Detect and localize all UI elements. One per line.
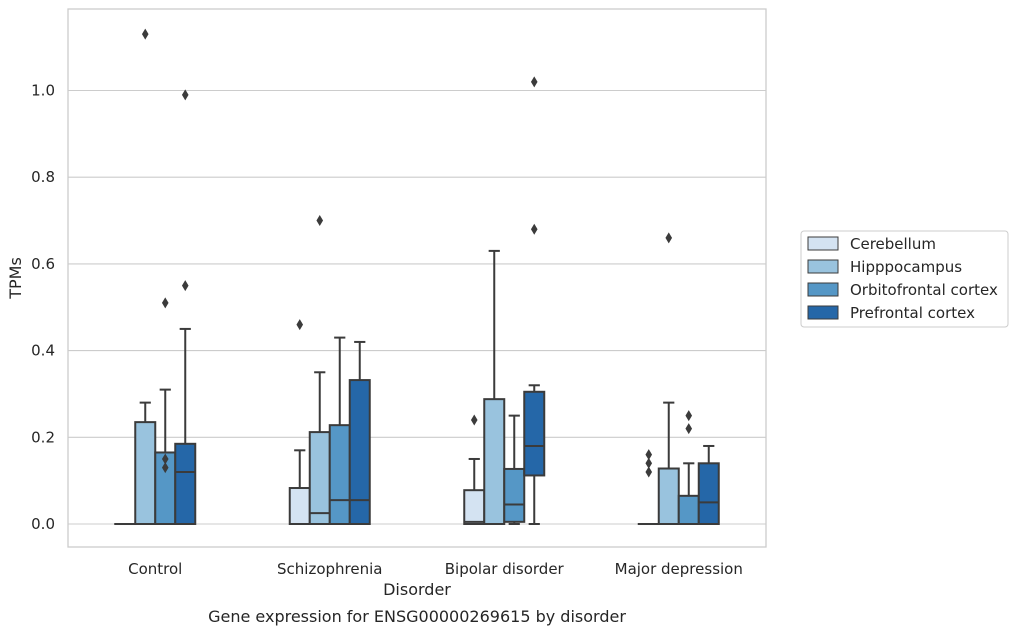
category-group bbox=[288, 215, 371, 525]
y-tick-label: 0.2 bbox=[31, 428, 55, 446]
legend-frame bbox=[800, 230, 1009, 328]
y-axis-label: TPMs bbox=[6, 257, 25, 300]
box bbox=[174, 442, 197, 525]
legend-swatch bbox=[807, 259, 839, 274]
outlier-point bbox=[141, 28, 149, 40]
outlier-point bbox=[181, 280, 189, 292]
box bbox=[328, 424, 351, 525]
box bbox=[348, 379, 371, 525]
category-group bbox=[114, 28, 197, 526]
outlier-point bbox=[645, 449, 653, 461]
outlier-point bbox=[645, 466, 653, 478]
x-tick-labels: Control Schizophrenia Bipolar disorder Majo… bbox=[128, 560, 743, 578]
x-tick-label: Schizophrenia bbox=[277, 560, 382, 578]
category-group bbox=[463, 76, 546, 526]
x-axis-label: Disorder bbox=[383, 580, 451, 599]
outlier-point bbox=[685, 410, 693, 422]
x-tick-label: Bipolar disorder bbox=[445, 560, 565, 578]
y-tick-label: 0.6 bbox=[31, 255, 55, 273]
outlier-point bbox=[685, 423, 693, 435]
x-tick-label: Control bbox=[128, 560, 182, 578]
box bbox=[677, 494, 700, 526]
outlier-point bbox=[181, 89, 189, 101]
box bbox=[308, 431, 331, 525]
box bbox=[523, 390, 546, 477]
legend-label: Hipppocampus bbox=[850, 258, 962, 276]
outlier-point bbox=[470, 414, 478, 426]
y-tick-label: 1.0 bbox=[31, 82, 55, 100]
box bbox=[697, 462, 720, 525]
box-groups bbox=[114, 28, 720, 526]
box bbox=[463, 489, 486, 526]
y-tick-label: 0.0 bbox=[31, 515, 55, 533]
outlier-point bbox=[161, 462, 169, 474]
outlier-point bbox=[161, 453, 169, 465]
outlier-point bbox=[645, 457, 653, 469]
legend-label: Orbitofrontal cortex bbox=[850, 281, 998, 299]
chart-caption: Gene expression for ENSG00000269615 by d… bbox=[208, 607, 626, 626]
y-tick-labels: 0.0 0.2 0.4 0.6 0.8 1.0 bbox=[31, 82, 55, 534]
legend-swatch bbox=[807, 282, 839, 297]
x-tick-label: Major depression bbox=[615, 560, 743, 578]
outlier-point bbox=[530, 76, 538, 88]
category-group bbox=[637, 232, 720, 526]
outlier-point bbox=[316, 215, 324, 227]
outlier-point bbox=[530, 223, 538, 235]
legend-swatch bbox=[807, 305, 839, 320]
legend: Cerebellum Hipppocampus Orbitofrontal cort… bbox=[800, 230, 1009, 328]
outlier-point bbox=[161, 297, 169, 309]
box bbox=[657, 467, 680, 525]
box bbox=[483, 398, 506, 526]
legend-swatch bbox=[807, 236, 839, 251]
y-tick-label: 0.8 bbox=[31, 168, 55, 186]
box bbox=[288, 487, 311, 525]
box bbox=[503, 467, 526, 523]
legend-label: Prefrontal cortex bbox=[850, 304, 975, 322]
outlier-point bbox=[296, 319, 304, 331]
y-tick-label: 0.4 bbox=[31, 342, 55, 360]
outlier-point bbox=[665, 232, 673, 244]
plot-frame bbox=[67, 8, 767, 548]
box bbox=[134, 421, 157, 525]
legend-label: Cerebellum bbox=[850, 235, 936, 253]
